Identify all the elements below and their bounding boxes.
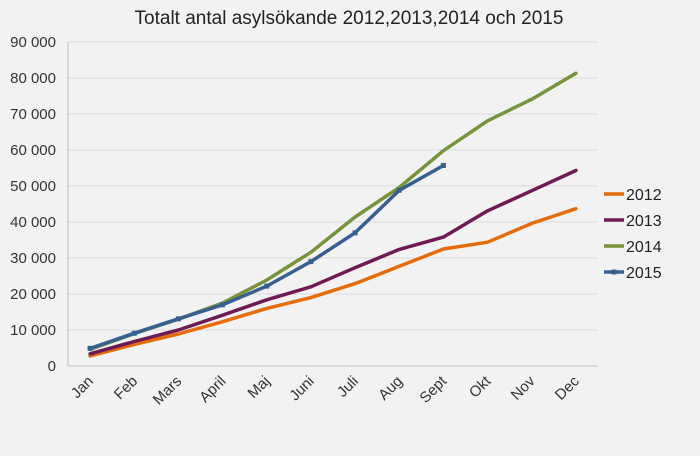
series-line-2014 [88, 71, 578, 352]
y-tick-label: 20 000 [10, 286, 56, 303]
data-point-2015 [264, 283, 270, 289]
legend-item-2013: 2013 [604, 213, 662, 230]
data-point-2015 [352, 230, 358, 236]
legend-item-2015: 2015 [604, 265, 662, 282]
legend-label: 2014 [626, 239, 662, 256]
legend: 2012 2013 2014 2015 [604, 187, 662, 282]
legend-item-2012: 2012 [604, 187, 662, 204]
y-tick-label: 30 000 [10, 250, 56, 267]
y-tick-label: 50 000 [10, 178, 56, 195]
x-tick-label: Nov [508, 372, 539, 403]
data-point-2015 [87, 345, 93, 351]
x-tick-label: April [196, 373, 229, 406]
y-tick-label: 0 [48, 358, 56, 375]
y-tick-label: 90 000 [10, 34, 56, 51]
data-point-2015 [440, 162, 446, 168]
chart-title: Totalt antal asylsökande 2012,2013,2014 … [135, 8, 564, 29]
x-tick-label: Feb [111, 373, 141, 403]
y-tick-label: 60 000 [10, 142, 56, 159]
x-axis: Jan Feb Mars April Maj Juni Juli Aug Sept Okt Nov D… [68, 365, 598, 409]
y-tick-label: 10 000 [10, 322, 56, 339]
x-tick-label: Juli [334, 373, 362, 401]
series-lines [87, 71, 578, 358]
data-point-2015 [220, 302, 226, 308]
x-tick-label: Aug [375, 373, 406, 404]
x-tick-label: Dec [552, 372, 583, 403]
series-line-2012 [88, 206, 578, 358]
y-tick-label: 80 000 [10, 70, 56, 87]
series-line-2013 [88, 168, 578, 356]
legend-marker [611, 269, 617, 275]
data-point-2015 [131, 330, 137, 336]
data-point-2015 [175, 316, 181, 322]
x-tick-label: Maj [244, 373, 273, 402]
y-tick-label: 40 000 [10, 214, 56, 231]
data-point-2015 [396, 187, 402, 193]
x-tick-label: Sept [416, 372, 450, 406]
data-point-2015 [308, 259, 314, 265]
legend-label: 2015 [626, 265, 662, 282]
gridlines [68, 41, 598, 367]
x-tick-label: Mars [150, 373, 186, 409]
legend-label: 2013 [626, 213, 662, 230]
y-axis: 0 10 000 20 000 30 000 40 000 50 000 60 000 70 … [10, 34, 69, 375]
x-tick-label: Jan [68, 373, 97, 402]
legend-label: 2012 [626, 187, 662, 204]
legend-item-2014: 2014 [604, 239, 662, 256]
x-tick-label: Okt [466, 372, 495, 401]
x-tick-label: Juni [286, 373, 317, 404]
y-tick-label: 70 000 [10, 106, 56, 123]
